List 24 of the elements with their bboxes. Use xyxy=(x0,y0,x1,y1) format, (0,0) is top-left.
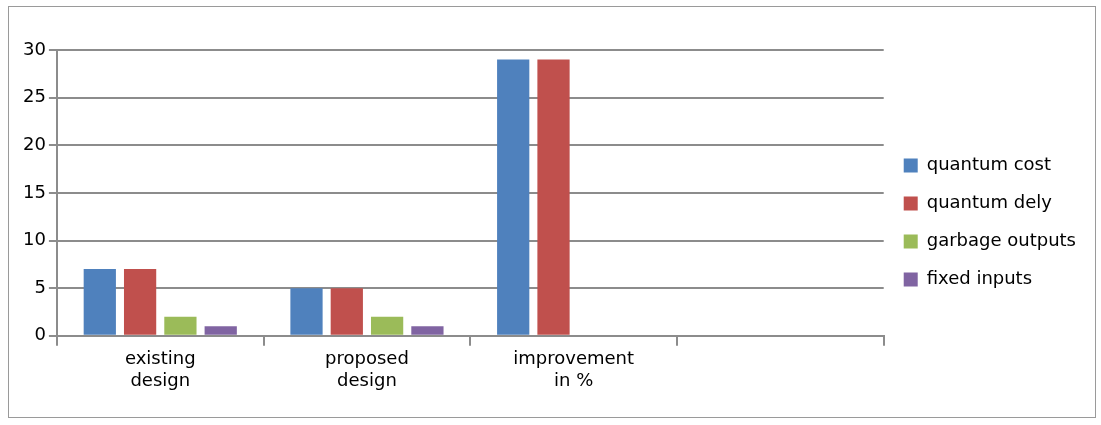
legend-label: quantum dely xyxy=(926,191,1053,213)
y-tick-label: 10 xyxy=(23,228,46,250)
bar xyxy=(123,269,157,335)
y-tick-label: 5 xyxy=(34,275,46,297)
y-tick-label: 0 xyxy=(34,323,46,345)
legend-label: garbage outputs xyxy=(926,229,1077,251)
bar xyxy=(497,59,530,335)
bar xyxy=(290,288,323,335)
bar xyxy=(537,59,570,335)
x-tick-label: existing design xyxy=(124,347,196,390)
legend-label: fixed inputs xyxy=(926,267,1033,289)
y-tick-label: 25 xyxy=(23,85,46,107)
x-tick-label: proposed design xyxy=(325,347,409,390)
bar xyxy=(330,288,363,335)
x-tick-label: improvement in % xyxy=(513,347,635,390)
y-tick-label: 15 xyxy=(23,180,46,202)
legend-label: quantum cost xyxy=(926,153,1052,175)
bar xyxy=(164,316,197,335)
bar xyxy=(83,269,116,335)
y-tick-label: 20 xyxy=(23,132,46,154)
bar xyxy=(204,326,237,335)
bar xyxy=(411,326,444,335)
y-tick-label: 30 xyxy=(23,37,46,59)
bar xyxy=(370,316,404,335)
